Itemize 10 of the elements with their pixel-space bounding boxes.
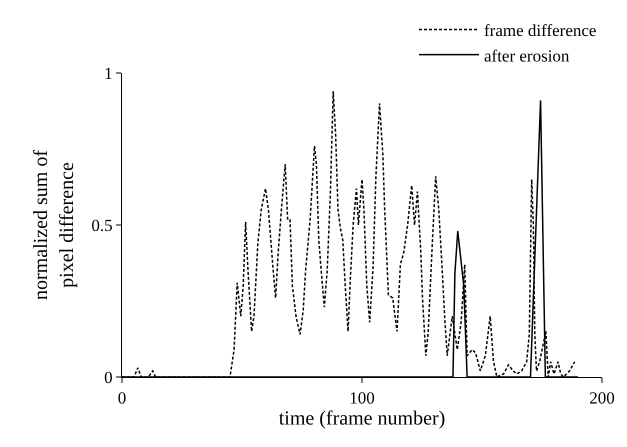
y-axis-title: normalized sum of pixel difference xyxy=(30,150,78,300)
y-tick-label: 1 xyxy=(104,64,113,83)
x-axis-title: time (frame number) xyxy=(278,407,446,430)
x-tick-label: 0 xyxy=(118,388,126,408)
y-tick-label: 0 xyxy=(104,368,113,387)
x-tick-label: 100 xyxy=(349,388,375,408)
legend-label: frame difference xyxy=(484,21,596,40)
x-tick-label: 200 xyxy=(589,388,615,408)
y-tick-label: 0.5 xyxy=(91,216,113,235)
legend-label: after erosion xyxy=(484,46,570,66)
